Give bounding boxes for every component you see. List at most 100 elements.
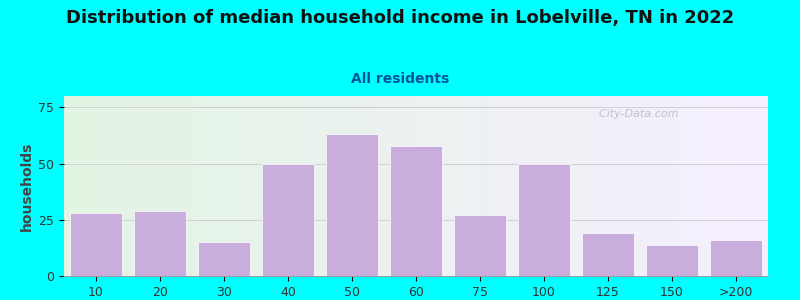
Bar [747,96,750,276]
Bar [526,96,529,276]
Bar [318,96,320,276]
Bar [571,96,574,276]
Bar [552,96,554,276]
Bar [690,96,693,276]
Bar [343,96,346,276]
Bar [646,244,698,276]
Bar [336,96,338,276]
Bar [484,96,486,276]
Text: City-Data.com: City-Data.com [592,109,678,118]
Bar [721,96,723,276]
Bar [310,96,313,276]
Bar [486,96,489,276]
Bar [254,96,257,276]
Bar [463,96,466,276]
Bar [78,96,81,276]
Bar [751,96,754,276]
Bar [383,96,386,276]
Text: All residents: All residents [351,72,449,86]
Bar [468,96,470,276]
Bar [637,96,639,276]
Bar [599,96,602,276]
Bar [698,96,700,276]
Bar [627,96,630,276]
Bar [557,96,559,276]
Bar [134,211,186,276]
Bar [634,96,637,276]
Bar [190,96,193,276]
Bar [262,164,314,276]
Bar [205,96,207,276]
Bar [630,96,632,276]
Bar [610,96,613,276]
Bar [90,96,92,276]
Bar [718,96,721,276]
Bar [707,96,710,276]
Bar [606,96,609,276]
Bar [620,96,622,276]
Bar [421,96,423,276]
Bar [66,96,69,276]
Bar [705,96,707,276]
Bar [233,96,235,276]
Bar [578,96,580,276]
Bar [522,96,524,276]
Bar [167,96,170,276]
Bar [398,96,399,276]
Bar [454,96,456,276]
Bar [466,96,468,276]
Bar [534,96,536,276]
Bar [615,96,618,276]
Bar [434,96,437,276]
Bar [474,96,477,276]
Bar [650,96,653,276]
Bar [278,96,280,276]
Bar [371,96,374,276]
Bar [273,96,275,276]
Bar [74,96,76,276]
Bar [355,96,358,276]
Bar [524,96,526,276]
Bar [674,96,677,276]
Bar [120,96,122,276]
Bar [364,96,366,276]
Bar [756,96,758,276]
Bar [517,96,519,276]
Bar [494,96,496,276]
Bar [386,96,388,276]
Bar [327,96,329,276]
Bar [275,96,278,276]
Bar [477,96,479,276]
Bar [266,96,268,276]
Bar [338,96,341,276]
Bar [222,96,223,276]
Bar [303,96,306,276]
Bar [550,96,552,276]
Bar [411,96,414,276]
Bar [97,96,99,276]
Bar [735,96,738,276]
Bar [404,96,406,276]
Bar [613,96,615,276]
Bar [282,96,285,276]
Bar [505,96,507,276]
Bar [456,96,458,276]
Bar [257,96,258,276]
Bar [378,96,381,276]
Bar [498,96,501,276]
Bar [547,96,550,276]
Bar [263,96,266,276]
Bar [512,96,514,276]
Bar [745,96,747,276]
Bar [329,96,331,276]
Bar [195,96,198,276]
Bar [750,96,751,276]
Bar [193,96,195,276]
Bar [479,96,482,276]
Bar [730,96,733,276]
Bar [315,96,318,276]
Bar [496,96,498,276]
Bar [170,96,172,276]
Bar [602,96,604,276]
Bar [542,96,545,276]
